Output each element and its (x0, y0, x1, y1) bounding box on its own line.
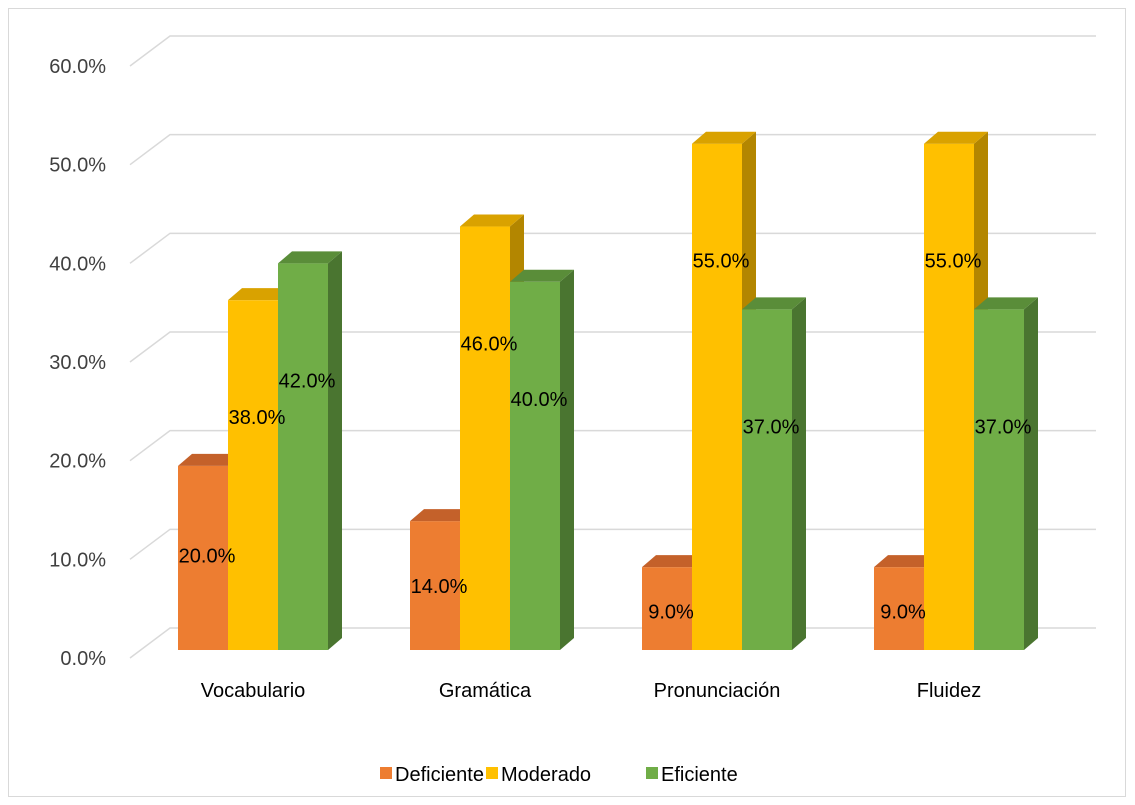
bars (178, 131, 1038, 650)
data-label: 9.0% (880, 601, 926, 623)
data-label: 37.0% (743, 416, 800, 438)
data-label: 20.0% (179, 546, 236, 568)
bar-top (692, 131, 756, 144)
y-tick-label: 40.0% (49, 253, 106, 275)
bar-top (924, 131, 988, 144)
bar-front (642, 567, 692, 650)
legend-item-eficiente: Eficiente (646, 764, 738, 786)
data-label: 55.0% (693, 251, 750, 273)
bar-front (510, 281, 560, 650)
legend-label: Moderado (501, 764, 591, 786)
bar-top (178, 453, 242, 466)
y-tick-label: 20.0% (49, 451, 106, 473)
data-label: 9.0% (648, 601, 694, 623)
x-category-label: Vocabulario (201, 680, 306, 702)
y-tick-label: 10.0% (49, 549, 106, 571)
x-category-label: Gramática (439, 680, 532, 702)
data-label: 40.0% (511, 389, 568, 411)
legend-label: Deficiente (395, 764, 484, 786)
bar-front (924, 143, 974, 650)
gridline (129, 232, 1096, 264)
bar-top (278, 251, 342, 264)
data-label: 42.0% (279, 370, 336, 392)
data-label: 14.0% (411, 576, 468, 598)
gridline (129, 133, 1096, 166)
legend-swatch (380, 767, 392, 779)
bar-top (460, 214, 524, 227)
y-tick-label: 50.0% (49, 155, 106, 177)
legend-label: Eficiente (661, 764, 738, 786)
bar-side (792, 297, 806, 650)
data-label: 55.0% (925, 251, 982, 273)
gridline (129, 35, 1096, 67)
x-axis-categories: Vocabulario Gramática Pronunciación Fluidez (201, 680, 982, 702)
bar-eficiente-0 (278, 251, 342, 650)
bar-top (410, 509, 474, 522)
bar-top (228, 288, 292, 301)
legend-item-deficiente: Deficiente (380, 764, 484, 786)
bar-front (278, 263, 328, 650)
bar-top (642, 555, 706, 568)
data-labels: 20.0% 38.0% 42.0% 14.0% 46.0% 40.0% 9.0% 55.0% 3… (179, 251, 1032, 624)
bar-eficiente-1 (510, 269, 574, 650)
bar-front (974, 309, 1024, 650)
y-axis-ticks: 0.0% 10.0% 20.0% 30.0% 40.0% 50.0% 60.0% (49, 56, 106, 670)
legend: Deficiente Moderado Eficiente (380, 764, 738, 786)
legend-swatch (646, 767, 658, 779)
bar-top (510, 269, 574, 282)
bar-eficiente-2 (742, 297, 806, 650)
bar-top (974, 297, 1038, 310)
bar-front (178, 465, 228, 650)
data-label: 46.0% (461, 334, 518, 356)
bar-front (874, 567, 924, 650)
bar-eficiente-3 (974, 297, 1038, 650)
x-category-label: Fluidez (917, 680, 981, 702)
bar-top (742, 297, 806, 310)
data-label: 38.0% (229, 407, 286, 429)
legend-swatch (486, 767, 498, 779)
bar-front (460, 226, 510, 650)
bar-side (328, 251, 342, 650)
y-tick-label: 60.0% (49, 56, 106, 78)
bar-side (560, 269, 574, 650)
bar-top (874, 555, 938, 568)
y-tick-label: 0.0% (60, 648, 106, 670)
legend-item-moderado: Moderado (486, 764, 591, 786)
bar-front (742, 309, 792, 650)
x-category-label: Pronunciación (654, 680, 781, 702)
y-tick-label: 30.0% (49, 352, 106, 374)
data-label: 37.0% (975, 416, 1032, 438)
bar-side (1024, 297, 1038, 650)
bar-front (410, 521, 460, 650)
bar-front (692, 143, 742, 650)
bar-front (228, 300, 278, 650)
